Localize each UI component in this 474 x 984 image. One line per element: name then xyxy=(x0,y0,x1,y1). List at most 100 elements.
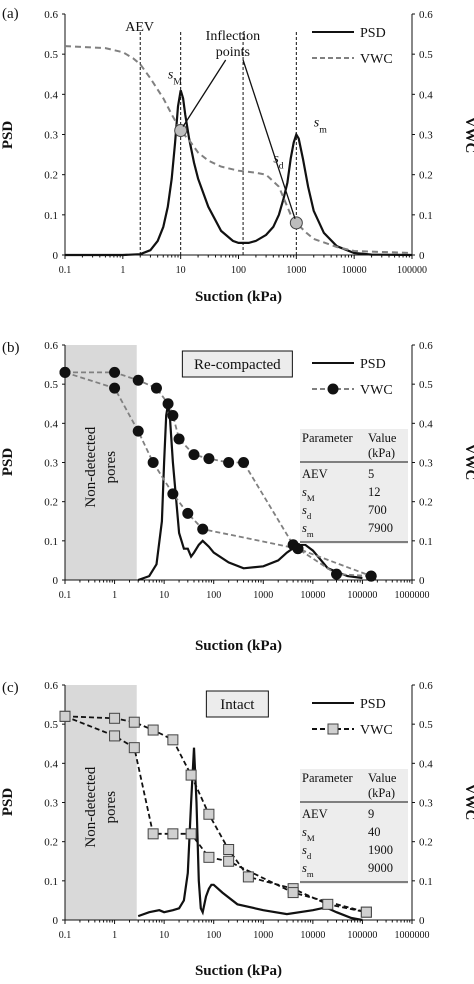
y-tick-label-right: 0.5 xyxy=(419,49,433,61)
vwc-marker xyxy=(109,366,121,378)
vwc-marker xyxy=(147,724,159,736)
table-header-unit: (kPa) xyxy=(368,786,395,800)
y-tick-label-right: 0.3 xyxy=(419,458,433,470)
table-param: sd xyxy=(302,843,312,861)
y-tick-label-right: 0.6 xyxy=(419,9,433,21)
annotation-aev: AEV xyxy=(125,20,154,35)
panel-label: (b) xyxy=(2,340,20,356)
x-tick-label: 1000000 xyxy=(395,590,430,601)
vwc-marker xyxy=(147,457,159,468)
y-tick-label-right: 0.4 xyxy=(419,89,433,101)
table-header-parameter: Parameter xyxy=(302,771,354,785)
y-tick-label: 0.5 xyxy=(44,49,58,61)
vwc-marker xyxy=(322,898,334,910)
vwc-marker xyxy=(242,871,254,883)
x-tick-label: 0.1 xyxy=(59,265,72,276)
y-tick-label: 0.2 xyxy=(44,170,58,182)
shaded-label-line1: Non-detected xyxy=(83,766,99,847)
vwc-marker xyxy=(173,433,185,445)
vwc-marker xyxy=(197,523,209,535)
vwc-marker xyxy=(223,855,235,867)
y-tick-label: 0.1 xyxy=(44,210,58,222)
shaded-label-line2: pores xyxy=(103,451,119,484)
title-box xyxy=(205,690,269,718)
y-tick-label: 0.3 xyxy=(44,798,58,810)
table-background xyxy=(300,429,408,544)
vwc-marker xyxy=(128,716,140,728)
title-box xyxy=(181,350,293,378)
x-tick-label: 10000 xyxy=(342,265,367,276)
vwc-marker xyxy=(132,374,144,386)
y-tick-label-right: 0.3 xyxy=(419,130,433,142)
vwc-marker xyxy=(167,410,179,421)
y-tick-label: 0.4 xyxy=(44,758,58,770)
vwc-marker xyxy=(188,449,200,461)
y-tick-label-right: 0.5 xyxy=(419,719,433,731)
table-param: AEV xyxy=(302,467,328,481)
x-tick-label: 10000 xyxy=(300,590,325,601)
y-tick-label: 0.2 xyxy=(44,837,58,849)
vwc-marker xyxy=(365,570,377,582)
y-axis-label: PSD xyxy=(0,788,16,817)
y-tick-label-right: 0.2 xyxy=(419,837,433,849)
y-tick-label: 0.3 xyxy=(44,458,58,470)
y-tick-label-right: 0.1 xyxy=(419,876,433,888)
y-tick-label: 0 xyxy=(53,575,59,587)
shaded-region xyxy=(65,345,137,580)
vwc-marker xyxy=(109,730,121,742)
vwc-marker xyxy=(167,828,179,840)
table-header-parameter: Parameter xyxy=(302,431,354,445)
x-tick-label: 0.1 xyxy=(59,590,72,601)
shaded-label-line1: Non-detected xyxy=(83,426,99,507)
y-tick-label: 0 xyxy=(53,915,59,927)
legend-label-psd: PSD xyxy=(360,26,386,41)
title-box-label: Intact xyxy=(220,697,255,713)
x-tick-label: 10 xyxy=(159,930,169,941)
y-tick-label-right: 0.4 xyxy=(419,758,433,770)
table-value: 12 xyxy=(368,485,381,499)
table-value: 7900 xyxy=(368,521,393,535)
y-axis-label: PSD xyxy=(0,448,16,477)
vwc-marker xyxy=(203,851,215,863)
legend-label-psd: PSD xyxy=(360,357,386,372)
x-tick-label: 100000 xyxy=(347,590,377,601)
inflection-marker xyxy=(174,123,188,137)
vwc-marker xyxy=(147,828,159,840)
y-tick-label: 0.3 xyxy=(44,130,58,142)
x-tick-label: 0.1 xyxy=(59,930,72,941)
y-tick-label: 0.4 xyxy=(44,89,58,101)
title-box-label: Re-compacted xyxy=(194,357,281,373)
x-tick-label: 100 xyxy=(231,265,246,276)
shaded-region-label: Non-detected pores xyxy=(83,766,119,847)
legend-label-vwc: VWC xyxy=(360,723,393,738)
x-tick-label: 100 xyxy=(206,930,221,941)
y-tick-label: 0.5 xyxy=(44,719,58,731)
y-axis-label-right: VWC xyxy=(462,117,474,154)
vwc-marker xyxy=(223,457,235,468)
y-tick-label: 0.5 xyxy=(44,379,58,391)
x-tick-label: 10 xyxy=(159,590,169,601)
x-tick-label: 100 xyxy=(206,590,221,601)
y-tick-label-right: 0 xyxy=(419,915,425,927)
table-param: sm xyxy=(302,861,314,879)
vwc-marker xyxy=(223,844,235,855)
x-axis-label: Suction (kPa) xyxy=(195,963,282,979)
vwc-marker xyxy=(203,453,215,465)
y-tick-label: 0.6 xyxy=(44,680,58,692)
vwc-marker xyxy=(287,887,299,899)
y-tick-label-right: 0.4 xyxy=(419,418,433,430)
table-value: 5 xyxy=(368,467,374,481)
vwc-marker xyxy=(167,488,179,500)
table-param: AEV xyxy=(302,807,328,821)
annotation-inflection-2: points xyxy=(216,45,250,60)
vwc-marker xyxy=(167,734,179,746)
y-tick-label: 0.1 xyxy=(44,876,58,888)
inflection-arrow-2 xyxy=(242,59,296,220)
table-value: 40 xyxy=(368,825,381,839)
x-tick-label: 1000 xyxy=(286,265,306,276)
vwc-marker xyxy=(185,828,197,840)
x-axis-label: Suction (kPa) xyxy=(195,289,282,305)
annotation-sm: sm xyxy=(314,115,327,135)
annotation-sM: sM xyxy=(168,67,182,87)
legend-marker xyxy=(327,723,339,735)
